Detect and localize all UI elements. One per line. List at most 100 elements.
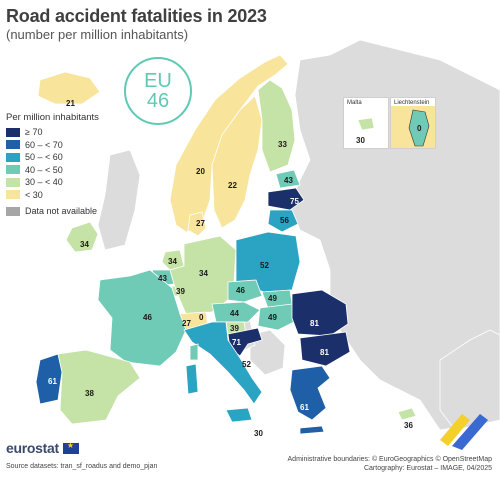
country-france (97, 269, 187, 367)
malta-shape (357, 117, 375, 131)
eu-badge-value: 46 (146, 90, 170, 112)
country-estonia (275, 169, 301, 189)
legend-swatch (6, 177, 20, 187)
value-croatia: 71 (232, 338, 241, 347)
value-hungary: 49 (268, 313, 277, 322)
credit-line-1: Administrative boundaries: © EuroGeograp… (287, 456, 492, 463)
source-note: Source datasets: tran_sf_roadus and demo… (6, 463, 158, 470)
value-poland: 52 (260, 261, 269, 270)
country-hungary (257, 303, 299, 331)
credit-line-2: Cartography: Eurostat – IMAGE, 04/2025 (363, 465, 492, 472)
legend-row: 50 – < 60 (6, 151, 99, 164)
page-subtitle: (number per million inhabitants) (6, 27, 189, 42)
country-denmark (187, 211, 207, 237)
country-iceland (37, 71, 101, 105)
liechtenstein-shape (391, 106, 435, 148)
value-italy: 52 (242, 360, 251, 369)
page-title: Road accident fatalities in 2023 (6, 6, 267, 26)
inset-liechtenstein-value: 0 (417, 124, 422, 133)
value-sicily: 30 (254, 429, 263, 438)
inset-malta-value: 30 (356, 136, 365, 145)
country-bulgaria (299, 331, 351, 367)
legend-row: ≥ 70 (6, 126, 99, 139)
value-finland: 33 (278, 140, 287, 149)
value-germany: 34 (199, 269, 208, 278)
country-austria (211, 301, 261, 323)
eurostat-logo: eurostat (6, 440, 79, 456)
value-portugal: 61 (48, 377, 57, 386)
legend-swatch (6, 165, 20, 175)
country-sardinia (185, 363, 199, 395)
legend-label: 40 – < 50 (25, 164, 63, 175)
value-liechtenstein: 0 (199, 313, 204, 322)
value-norway: 20 (196, 167, 205, 176)
legend-swatch (6, 140, 20, 150)
value-lithuania: 56 (280, 216, 289, 225)
value-sweden: 22 (228, 181, 237, 190)
country-spain (57, 349, 141, 425)
legend-label: 30 – < 40 (25, 177, 63, 188)
value-czechia: 46 (236, 286, 245, 295)
legend-row: 60 – < 70 (6, 139, 99, 152)
country-greece (289, 365, 331, 421)
value-latvia: 75 (290, 197, 299, 206)
country-italy (183, 321, 263, 405)
country-lithuania (267, 209, 299, 233)
country-sicily (225, 407, 253, 423)
country-ireland (65, 221, 99, 253)
country-latvia (267, 187, 305, 211)
credits: Administrative boundaries: © EuroGeograp… (288, 455, 492, 473)
legend-label: < 30 (25, 189, 43, 200)
legend-title: Per million inhabitants (6, 112, 99, 123)
legend-swatch (6, 190, 20, 200)
eu-average-badge: EU 46 (124, 57, 192, 125)
value-netherlands: 34 (168, 257, 177, 266)
corner-logo-mark (440, 414, 488, 450)
value-france: 46 (143, 313, 152, 322)
legend-row: 40 – < 50 (6, 164, 99, 177)
legend-swatch (6, 152, 20, 162)
value-spain: 38 (85, 389, 94, 398)
brand-text: eurostat (6, 440, 59, 456)
legend-label: 50 – < 60 (25, 152, 63, 163)
inset-liechtenstein-label: Liechtenstein (394, 100, 430, 106)
inset-malta-label: Malta (347, 100, 362, 106)
countries (35, 54, 417, 435)
country-corsica (189, 343, 199, 361)
value-switzerland: 27 (182, 319, 191, 328)
legend-label: ≥ 70 (25, 127, 43, 138)
value-belgium: 43 (158, 274, 167, 283)
legend-swatch (6, 206, 20, 216)
country-sweden (211, 95, 263, 229)
country-crete (299, 425, 325, 435)
country-czechia (227, 279, 263, 303)
value-iceland: 21 (66, 99, 75, 108)
eu-badge-label: EU (144, 70, 172, 92)
value-luxembourg: 39 (176, 287, 185, 296)
value-ireland: 34 (80, 240, 89, 249)
value-greece: 61 (300, 403, 309, 412)
value-bulgaria: 81 (320, 348, 329, 357)
country-norway (169, 54, 289, 233)
legend-label: 60 – < 70 (25, 139, 63, 150)
value-slovakia: 49 (268, 294, 277, 303)
legend-row: 30 – < 40 (6, 176, 99, 189)
value-denmark: 27 (196, 219, 205, 228)
country-romania (291, 289, 349, 337)
value-romania: 81 (310, 319, 319, 328)
legend-swatch (6, 127, 20, 137)
value-slovenia: 39 (230, 324, 239, 333)
legend: Per million inhabitants ≥ 70 60 – < 70 5… (6, 112, 99, 218)
inset-malta: Malta 30 (343, 97, 389, 149)
legend-row: < 30 (6, 189, 99, 202)
country-cyprus (397, 407, 417, 421)
legend-label: Data not available (25, 206, 98, 217)
value-labels: 21 20 22 33 43 75 56 27 34 34 43 39 34 5… (48, 99, 413, 438)
inset-liechtenstein: Liechtenstein 0 (390, 97, 436, 149)
value-cyprus: 36 (404, 421, 413, 430)
value-estonia: 43 (284, 176, 293, 185)
value-austria: 44 (230, 309, 239, 318)
country-finland (257, 79, 296, 173)
legend-row-na: Data not available (6, 205, 99, 218)
